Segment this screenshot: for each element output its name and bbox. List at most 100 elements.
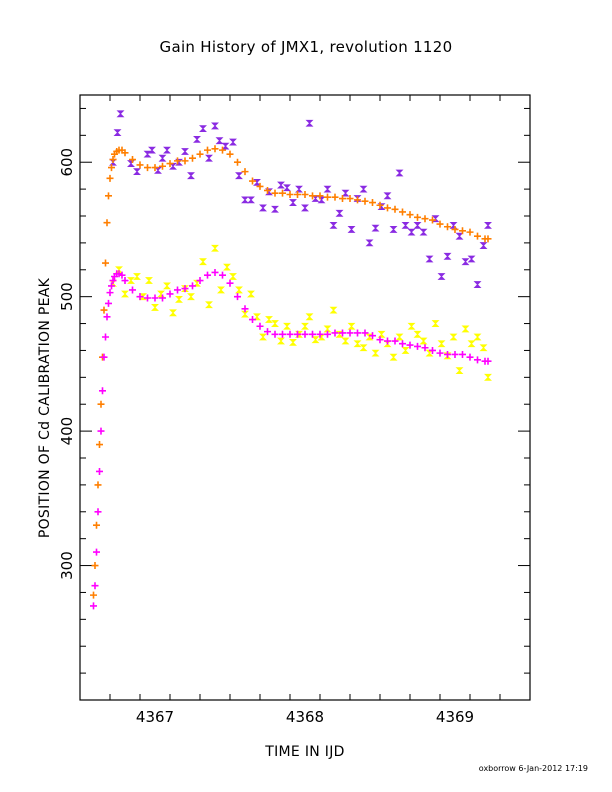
data-point bbox=[346, 195, 354, 203]
data-point bbox=[211, 122, 219, 130]
data-point bbox=[199, 125, 207, 133]
data-point bbox=[443, 252, 452, 260]
data-point bbox=[384, 337, 391, 345]
data-point bbox=[347, 322, 356, 330]
data-point bbox=[391, 337, 399, 345]
series-2 bbox=[90, 145, 492, 599]
data-point bbox=[235, 172, 243, 180]
data-point bbox=[169, 162, 177, 170]
data-point bbox=[359, 185, 368, 193]
data-point bbox=[389, 226, 398, 233]
data-point bbox=[144, 294, 151, 302]
data-point bbox=[309, 192, 316, 200]
data-point bbox=[196, 277, 204, 285]
data-point bbox=[241, 196, 249, 204]
data-point bbox=[406, 341, 414, 349]
data-point bbox=[414, 213, 421, 221]
data-point bbox=[136, 293, 144, 301]
data-point bbox=[96, 441, 103, 449]
data-point bbox=[181, 285, 189, 293]
data-point bbox=[205, 301, 213, 309]
data-point bbox=[286, 190, 294, 198]
data-point bbox=[94, 508, 102, 516]
y-tick-label: 300 bbox=[58, 551, 76, 580]
data-point bbox=[264, 328, 271, 336]
data-point bbox=[339, 329, 346, 337]
data-point bbox=[159, 294, 166, 302]
data-point bbox=[369, 199, 376, 207]
data-point bbox=[121, 149, 129, 157]
data-point bbox=[429, 346, 436, 354]
data-point bbox=[455, 232, 464, 240]
data-point bbox=[144, 164, 151, 172]
data-point bbox=[473, 333, 482, 341]
data-point bbox=[421, 344, 429, 352]
data-point bbox=[121, 290, 129, 298]
data-point bbox=[324, 193, 331, 201]
data-point bbox=[346, 329, 354, 337]
data-point bbox=[229, 138, 237, 146]
data-point bbox=[383, 192, 392, 200]
data-point bbox=[289, 199, 297, 206]
data-point bbox=[484, 357, 492, 365]
data-point bbox=[329, 306, 338, 314]
data-point bbox=[406, 211, 414, 219]
data-point bbox=[479, 242, 488, 249]
data-point bbox=[376, 201, 384, 209]
data-point bbox=[211, 268, 219, 276]
data-point bbox=[449, 333, 458, 341]
data-point bbox=[265, 316, 273, 323]
data-point bbox=[413, 222, 422, 229]
data-point bbox=[241, 305, 249, 313]
data-point bbox=[407, 228, 416, 236]
axis-ticks bbox=[80, 95, 530, 700]
data-point bbox=[455, 367, 464, 375]
data-point bbox=[259, 333, 267, 341]
data-point bbox=[241, 168, 249, 176]
data-point bbox=[437, 273, 446, 280]
data-point bbox=[235, 286, 243, 294]
data-point bbox=[459, 227, 466, 235]
data-point bbox=[407, 322, 416, 330]
data-point bbox=[401, 222, 410, 229]
data-point bbox=[127, 277, 135, 284]
data-point bbox=[294, 330, 301, 338]
data-point bbox=[219, 146, 226, 154]
data-point bbox=[249, 316, 256, 324]
data-point bbox=[479, 344, 488, 352]
data-point bbox=[205, 154, 213, 162]
data-point bbox=[466, 228, 474, 236]
plot-frame bbox=[79, 94, 531, 701]
data-point bbox=[377, 330, 386, 338]
data-point bbox=[145, 277, 153, 284]
data-point bbox=[451, 225, 459, 233]
data-point bbox=[108, 282, 115, 290]
data-point bbox=[187, 293, 195, 301]
data-point bbox=[459, 350, 466, 358]
data-point bbox=[106, 174, 114, 182]
data-point bbox=[301, 330, 309, 338]
data-point bbox=[399, 208, 406, 216]
data-point bbox=[256, 182, 264, 190]
data-marks bbox=[90, 110, 492, 610]
data-point bbox=[108, 164, 115, 172]
data-point bbox=[241, 310, 249, 318]
data-point bbox=[444, 350, 451, 358]
data-point bbox=[413, 330, 422, 338]
data-point bbox=[369, 332, 376, 340]
data-point bbox=[384, 204, 391, 212]
data-point bbox=[129, 286, 136, 294]
data-point bbox=[279, 330, 286, 338]
data-point bbox=[166, 160, 174, 168]
data-point bbox=[324, 330, 331, 338]
data-point bbox=[109, 156, 117, 164]
data-point bbox=[399, 340, 406, 348]
data-point bbox=[234, 293, 241, 301]
y-tick-label: 400 bbox=[58, 417, 76, 446]
data-point bbox=[91, 582, 99, 590]
data-point bbox=[106, 289, 114, 297]
data-point bbox=[187, 172, 195, 180]
data-point bbox=[473, 281, 482, 288]
data-point bbox=[341, 189, 350, 197]
